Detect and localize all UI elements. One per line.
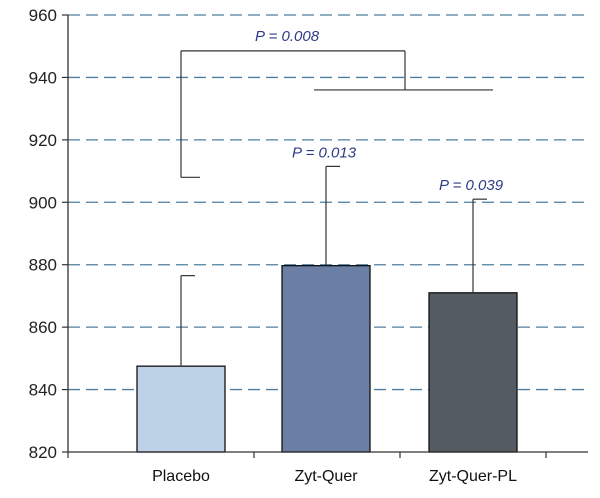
bar-zyt-quer: [281, 265, 371, 453]
y-tick-label-880: 880: [29, 256, 57, 275]
category-labels: Placebo Zyt-Quer Zyt-Quer-PL: [152, 468, 517, 485]
p-value-label-zyt-quer: P = 0.013: [292, 144, 357, 161]
p-value-label-bracket: P = 0.008: [255, 28, 320, 45]
category-label-zyt-quer-pl: Zyt-Quer-PL: [429, 468, 517, 485]
y-tick-label-920: 920: [29, 131, 57, 150]
category-label-placebo: Placebo: [152, 468, 210, 485]
y-tick-label-940: 940: [29, 68, 57, 87]
axes: [62, 14, 588, 458]
bar-placebo: [136, 365, 226, 453]
p-value-labels: P = 0.008 P = 0.013 P = 0.039: [255, 28, 504, 194]
y-tick-labels: 820 840 860 880 900 920 940 960: [29, 6, 57, 462]
p-value-label-zyt-quer-pl: P = 0.039: [439, 177, 504, 194]
bars: [136, 265, 518, 453]
y-tick-label-840: 840: [29, 381, 57, 400]
bar-zyt-quer-pl: [428, 292, 518, 453]
significance-bracket: [180, 50, 493, 178]
y-tick-label-860: 860: [29, 318, 57, 337]
y-tick-label-820: 820: [29, 443, 57, 462]
y-tick-label-900: 900: [29, 193, 57, 212]
error-bars: [180, 165, 487, 367]
category-label-zyt-quer: Zyt-Quer: [294, 468, 358, 485]
y-tick-label-960: 960: [29, 6, 57, 25]
